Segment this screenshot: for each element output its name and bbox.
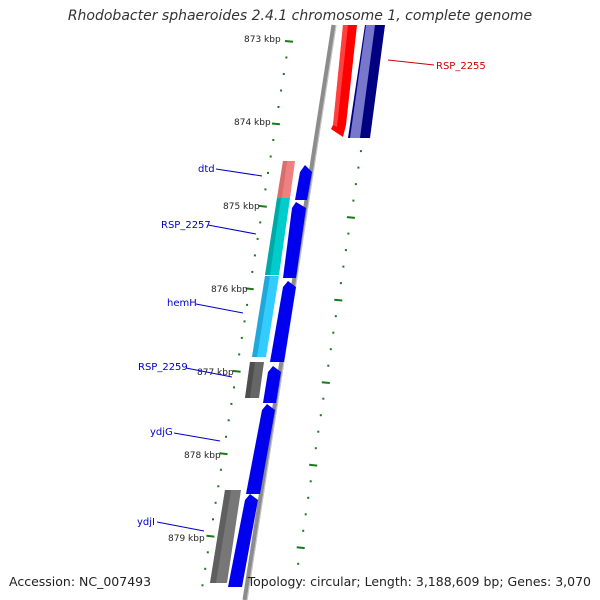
cds-blue-rsp-2259[interactable] — [263, 366, 281, 403]
leader-ydjg — [173, 432, 221, 442]
tick-label-875: 875 kbp — [223, 202, 260, 212]
major-tick — [258, 204, 267, 208]
map-title: Rhodobacter sphaeroides 2.4.1 chromosome… — [67, 8, 533, 24]
tick-label-877: 877 kbp — [197, 368, 234, 378]
major-tick — [334, 298, 343, 302]
major-tick — [219, 452, 228, 456]
tick-label-874: 874 kbp — [234, 118, 271, 128]
gene-label-rsp-2255[interactable]: RSP_2255 — [436, 61, 486, 72]
major-tick — [271, 122, 280, 126]
gene-rsp-2259-box-shade — [245, 362, 255, 398]
gene-dtd-box-shade — [277, 161, 287, 198]
major-tick — [232, 369, 241, 373]
gene-rsp-2255-shade — [333, 25, 348, 127]
major-tick — [309, 463, 318, 467]
major-tick — [206, 534, 215, 538]
cds-blue-dtd[interactable] — [295, 165, 312, 200]
gene-label-ydji[interactable]: ydjI — [137, 517, 155, 528]
cds-blue-ydji[interactable] — [228, 494, 258, 587]
tick-label-878: 878 kbp — [184, 451, 221, 461]
gene-label-ydjg[interactable]: ydjG — [150, 427, 173, 438]
tick-label-879: 879 kbp — [168, 534, 205, 544]
major-tick — [284, 40, 294, 43]
gene-label-hemh[interactable]: hemH — [167, 298, 197, 309]
gene-label-dtd[interactable]: dtd — [198, 164, 215, 175]
leader-dtd — [215, 168, 263, 177]
gene-rsp-2255-blue-track-light — [350, 25, 375, 138]
leader-rsp-2257 — [207, 224, 257, 235]
major-tick — [321, 381, 330, 384]
genome-stats-label: Topology: circular; Length: 3,188,609 bp… — [247, 574, 591, 589]
accession-label: Accession: NC_007493 — [9, 574, 152, 589]
gene-label-rsp-2259[interactable]: RSP_2259 — [138, 362, 188, 373]
gene-label-rsp-2257[interactable]: RSP_2257 — [161, 220, 211, 231]
cds-blue-ydjg[interactable] — [246, 404, 275, 494]
gene-rsp-2255[interactable] — [331, 25, 385, 138]
leader-rsp-2259 — [185, 367, 233, 378]
outer-tick-track — [201, 40, 294, 587]
gene-hemh-box-shade — [252, 276, 270, 357]
major-tick — [346, 216, 355, 219]
leader-rsp-2255 — [387, 59, 435, 66]
leader-hemh — [195, 303, 244, 314]
major-tick — [296, 546, 305, 550]
major-tick — [245, 287, 254, 291]
gene-rsp-2257-box-shade — [265, 198, 281, 275]
cds-blue-rsp-2257[interactable] — [283, 202, 306, 278]
tick-label-873: 873 kbp — [244, 35, 281, 45]
gene-ydji-box-shade — [210, 490, 231, 583]
cds-blue-hemh[interactable] — [270, 281, 296, 362]
leader-ydji — [156, 521, 205, 532]
tick-label-876: 876 kbp — [211, 285, 248, 295]
